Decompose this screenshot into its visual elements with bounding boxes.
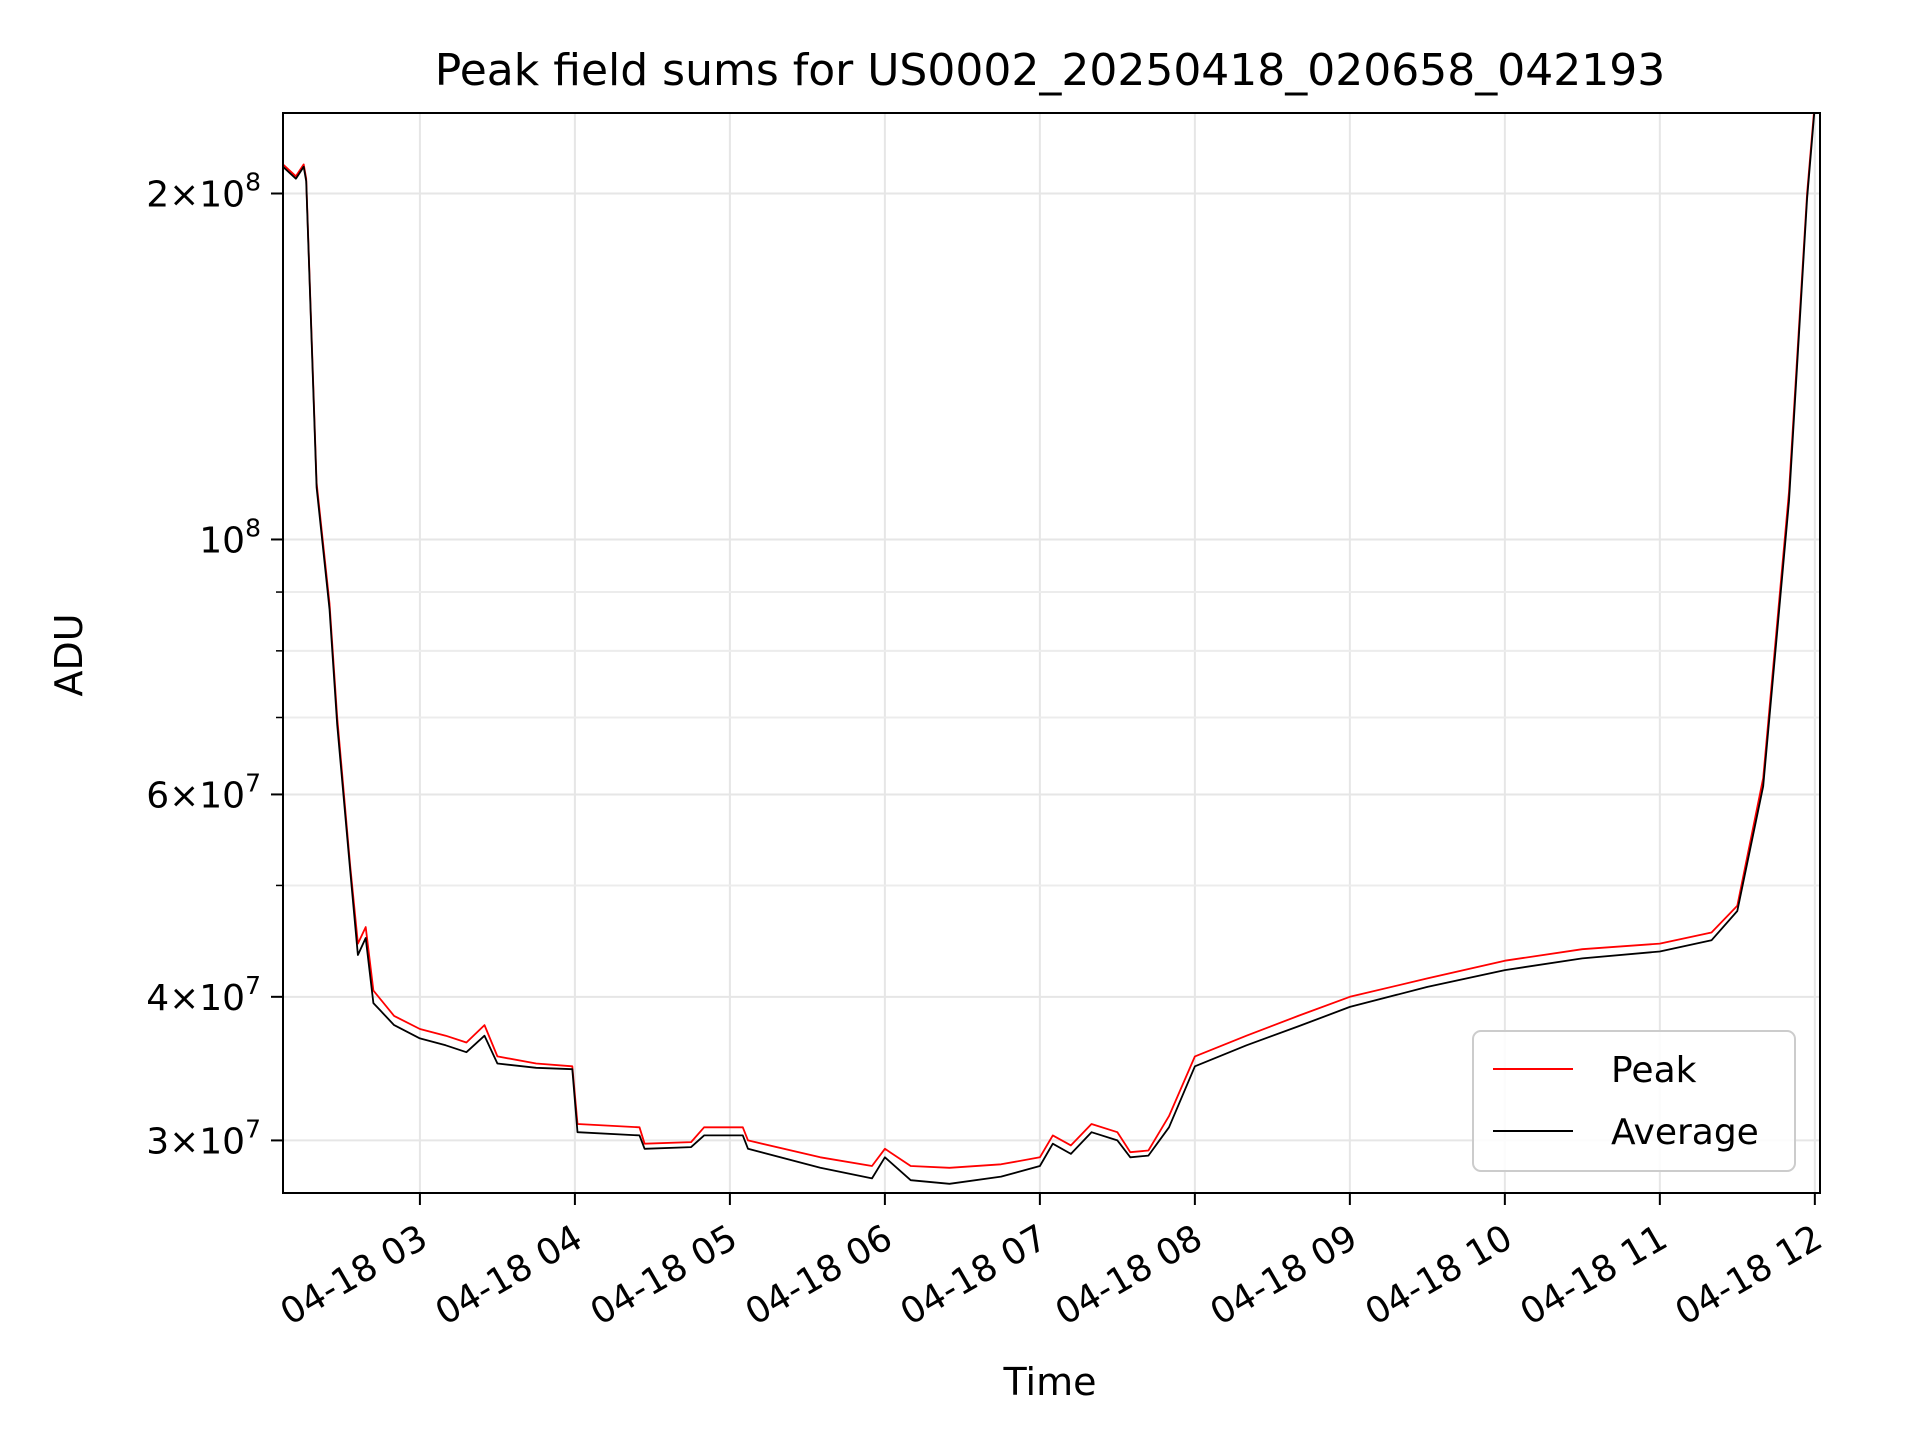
y-axis-label: ADU <box>47 613 91 696</box>
y-tick-label: 3×107 <box>146 1114 261 1162</box>
y-tick-label: 6×107 <box>146 768 261 816</box>
y-tick-label: 108 <box>199 513 261 561</box>
legend-label-peak: Peak <box>1611 1050 1697 1091</box>
series-layer <box>283 113 1816 1185</box>
y-tick-label: 2×108 <box>146 167 261 215</box>
legend-label-average: Average <box>1611 1112 1759 1153</box>
x-axis-label: Time <box>1003 1360 1097 1404</box>
series-line-average <box>283 113 1816 1185</box>
legend: Peak Average <box>1472 1030 1796 1172</box>
chart-title: Peak field sums for US0002_20250418_0206… <box>435 45 1665 96</box>
legend-box <box>1472 1030 1796 1172</box>
plot-frame <box>282 112 1821 1194</box>
y-tick-label: 4×107 <box>146 971 261 1019</box>
series-line-peak <box>283 113 1815 1169</box>
grid <box>283 113 1820 1193</box>
